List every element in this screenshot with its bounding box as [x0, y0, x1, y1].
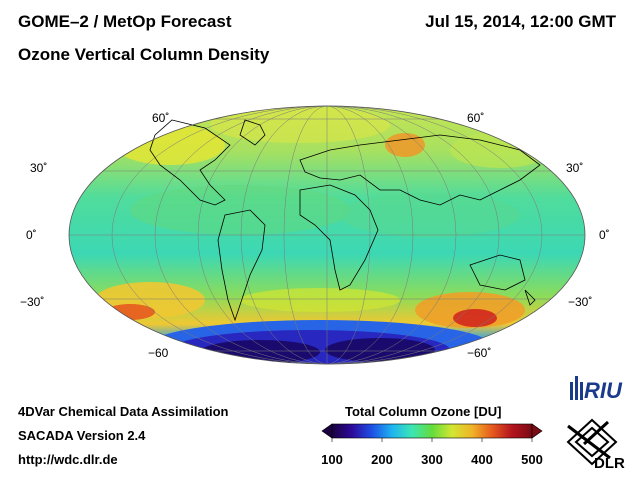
- footer-url: http://wdc.dlr.de: [18, 452, 118, 467]
- lat-label-right-0: 0˚: [599, 228, 610, 242]
- lat-label-right-minus60: −60˚: [467, 346, 492, 360]
- colorbar-tick-label: 500: [521, 452, 543, 467]
- colorbar-max-arrow: [531, 423, 543, 439]
- globe-outline: [68, 105, 586, 365]
- colorbar-tick-label: 400: [471, 452, 493, 467]
- dlr-logo: DLR: [566, 418, 625, 470]
- footer-method: 4DVar Chemical Data Assimilation: [18, 404, 229, 419]
- lat-label-right-minus30: −30˚: [568, 295, 593, 309]
- colorbar-tick-label: 300: [421, 452, 443, 467]
- colorbar-gradient: [331, 423, 533, 439]
- map-title: GOME–2 / MetOp Forecast: [18, 12, 232, 31]
- riu-logo-text: RIU: [584, 378, 623, 403]
- lat-label-right-30: 30˚: [566, 161, 584, 175]
- lat-label-left-minus60: −60: [148, 346, 169, 360]
- lat-label-left-60: 60˚: [152, 111, 170, 125]
- colorbar-min-arrow: [321, 423, 333, 439]
- lat-label-left-0: 0˚: [26, 228, 37, 242]
- map-subtitle: Ozone Vertical Column Density: [18, 45, 270, 64]
- colorbar-tick-label: 200: [371, 452, 393, 467]
- coastlines: [149, 119, 541, 322]
- colorbar: [321, 423, 543, 442]
- footer-version: SACADA Version 2.4: [18, 428, 146, 443]
- forecast-datetime: Jul 15, 2014, 12:00 GMT: [425, 12, 616, 31]
- dlr-logo-text: DLR: [594, 455, 625, 470]
- colorbar-tick-label: 100: [321, 452, 343, 467]
- colorbar-title: Total Column Ozone [DU]: [345, 404, 502, 419]
- lat-label-left-30: 30˚: [30, 161, 48, 175]
- lat-label-right-60: 60˚: [467, 111, 485, 125]
- riu-logo: RIU: [570, 376, 623, 403]
- lat-label-left-minus30: −30˚: [20, 295, 45, 309]
